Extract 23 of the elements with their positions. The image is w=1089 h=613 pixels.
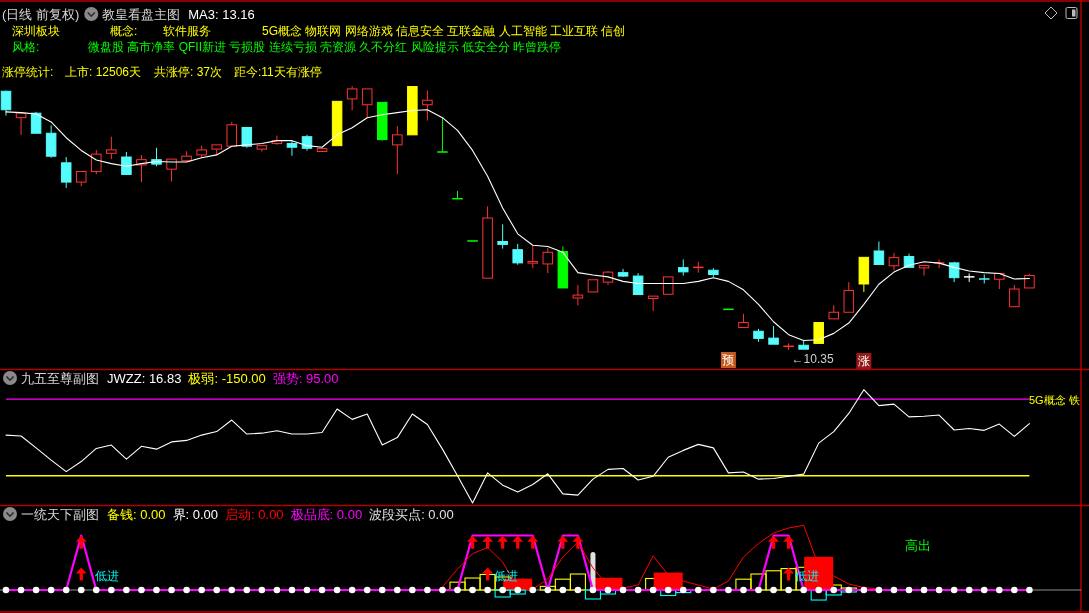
annotation: 上市: 12506天 bbox=[65, 65, 142, 79]
annotation: ←10.35 bbox=[791, 352, 834, 366]
annotation: 5G概念 铁 bbox=[1029, 394, 1080, 406]
annotation: 距今:11天有涨停 bbox=[234, 65, 322, 79]
annotation: 微盘股 高市净率 QFII新进 亏损股 连续亏损 壳资源 久不分红 风险提示 低安全分 昨曾跌停 bbox=[88, 40, 562, 54]
annotation: 低进 bbox=[794, 569, 819, 583]
annotation: 涨停统计: bbox=[2, 65, 54, 79]
annotation: 预 bbox=[722, 353, 735, 367]
annotation: 高出 bbox=[905, 537, 931, 553]
annotation: 涨 bbox=[857, 354, 870, 368]
annotation: 5G概念 物联网 网络游戏 信息安全 互联金融 人工智能 工业互联 信创 bbox=[262, 24, 626, 38]
annotation: 风格: bbox=[12, 40, 40, 54]
annotation: 软件服务 bbox=[163, 24, 211, 38]
annotation: 低进 bbox=[95, 569, 120, 583]
annotation: 共涨停: 37次 bbox=[154, 65, 222, 79]
title: 九五至尊副图 bbox=[21, 370, 99, 386]
subtitle: 教皇看盘主图 bbox=[102, 6, 181, 22]
title: 一统天下副图 bbox=[21, 506, 99, 522]
title: (日线 前复权) bbox=[2, 6, 80, 22]
annotation: 概念: bbox=[110, 24, 138, 38]
annotation: 强势: 95.00 bbox=[272, 370, 339, 386]
annotation: 深圳板块 bbox=[12, 24, 60, 38]
annotation: 极弱: -150.00 bbox=[188, 370, 266, 386]
